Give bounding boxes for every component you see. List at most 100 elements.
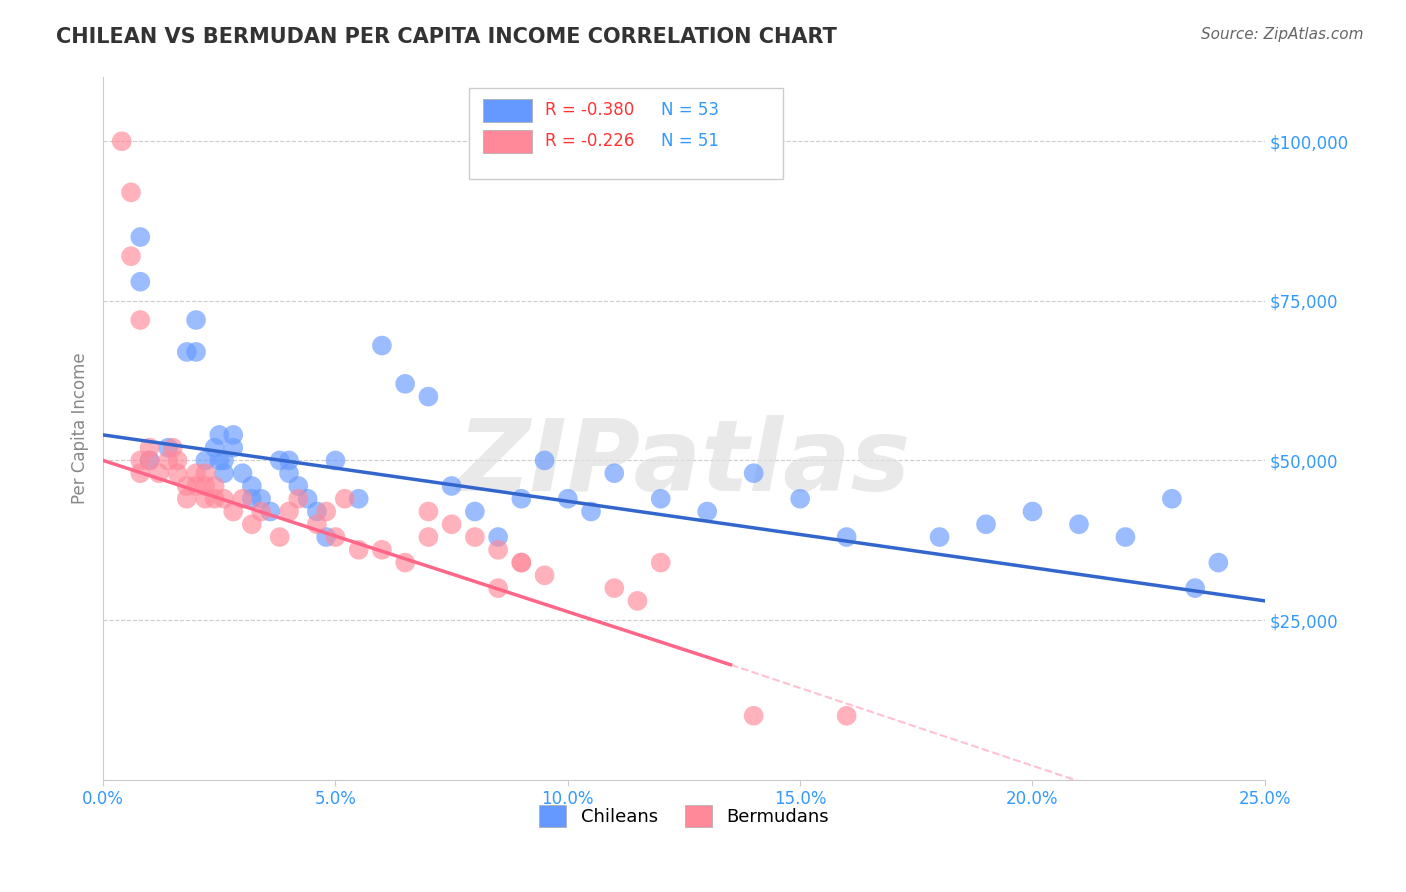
Text: R = -0.226: R = -0.226	[544, 132, 634, 151]
Point	[278, 467, 301, 481]
Point	[231, 491, 253, 506]
Text: ZIPatlas: ZIPatlas	[457, 415, 911, 512]
Point	[696, 504, 718, 518]
Point	[486, 581, 509, 595]
Point	[418, 530, 440, 544]
Point	[486, 530, 509, 544]
Point	[486, 542, 509, 557]
Point	[464, 504, 486, 518]
Text: Source: ZipAtlas.com: Source: ZipAtlas.com	[1201, 27, 1364, 42]
Point	[1067, 517, 1090, 532]
Point	[742, 467, 765, 481]
Point	[184, 479, 207, 493]
Legend: Chileans, Bermudans: Chileans, Bermudans	[531, 797, 837, 834]
Point	[184, 345, 207, 359]
Point	[394, 556, 416, 570]
Point	[440, 517, 463, 532]
Point	[129, 453, 152, 467]
Point	[371, 338, 394, 352]
Point	[259, 504, 281, 518]
Point	[138, 453, 160, 467]
Point	[510, 491, 533, 506]
Point	[176, 479, 198, 493]
Point	[464, 530, 486, 544]
Text: R = -0.380: R = -0.380	[544, 102, 634, 120]
Point	[835, 530, 858, 544]
Point	[1021, 504, 1043, 518]
Point	[212, 491, 235, 506]
Point	[222, 441, 245, 455]
FancyBboxPatch shape	[484, 99, 531, 121]
Point	[176, 345, 198, 359]
Point	[278, 453, 301, 467]
Point	[579, 504, 602, 518]
Point	[510, 556, 533, 570]
Point	[166, 467, 188, 481]
Point	[184, 467, 207, 481]
Point	[120, 186, 142, 200]
Point	[204, 491, 226, 506]
Point	[148, 467, 170, 481]
Point	[533, 568, 555, 582]
Point	[418, 504, 440, 518]
Point	[305, 517, 328, 532]
Point	[928, 530, 950, 544]
Point	[325, 453, 347, 467]
Point	[626, 594, 648, 608]
Point	[347, 542, 370, 557]
Point	[315, 504, 337, 518]
Point	[138, 441, 160, 455]
Point	[157, 441, 180, 455]
Point	[222, 504, 245, 518]
Point	[650, 491, 672, 506]
Point	[208, 428, 231, 442]
Text: N = 53: N = 53	[661, 102, 718, 120]
Point	[250, 504, 273, 518]
Point	[129, 230, 152, 244]
Point	[269, 453, 291, 467]
Point	[269, 530, 291, 544]
FancyBboxPatch shape	[470, 88, 783, 179]
Point	[176, 491, 198, 506]
Point	[194, 479, 217, 493]
Point	[129, 467, 152, 481]
Point	[184, 313, 207, 327]
Point	[162, 441, 184, 455]
Point	[208, 453, 231, 467]
Point	[1160, 491, 1182, 506]
Point	[603, 467, 626, 481]
Point	[440, 479, 463, 493]
Point	[742, 708, 765, 723]
Point	[418, 390, 440, 404]
Point	[194, 491, 217, 506]
FancyBboxPatch shape	[484, 130, 531, 153]
Point	[371, 542, 394, 557]
Point	[157, 453, 180, 467]
Point	[204, 441, 226, 455]
Point	[222, 428, 245, 442]
Point	[1208, 556, 1230, 570]
Point	[111, 134, 134, 148]
Point	[789, 491, 811, 506]
Point	[129, 313, 152, 327]
Point	[533, 453, 555, 467]
Point	[240, 517, 263, 532]
Point	[240, 491, 263, 506]
Point	[297, 491, 319, 506]
Point	[557, 491, 579, 506]
Point	[1114, 530, 1136, 544]
Point	[129, 275, 152, 289]
Point	[231, 467, 253, 481]
Point	[212, 453, 235, 467]
Y-axis label: Per Capita Income: Per Capita Income	[72, 352, 89, 504]
Point	[287, 479, 309, 493]
Point	[166, 453, 188, 467]
Point	[394, 376, 416, 391]
Point	[1184, 581, 1206, 595]
Text: CHILEAN VS BERMUDAN PER CAPITA INCOME CORRELATION CHART: CHILEAN VS BERMUDAN PER CAPITA INCOME CO…	[56, 27, 837, 46]
Point	[250, 491, 273, 506]
Point	[835, 708, 858, 723]
Point	[603, 581, 626, 595]
Point	[347, 491, 370, 506]
Point	[315, 530, 337, 544]
